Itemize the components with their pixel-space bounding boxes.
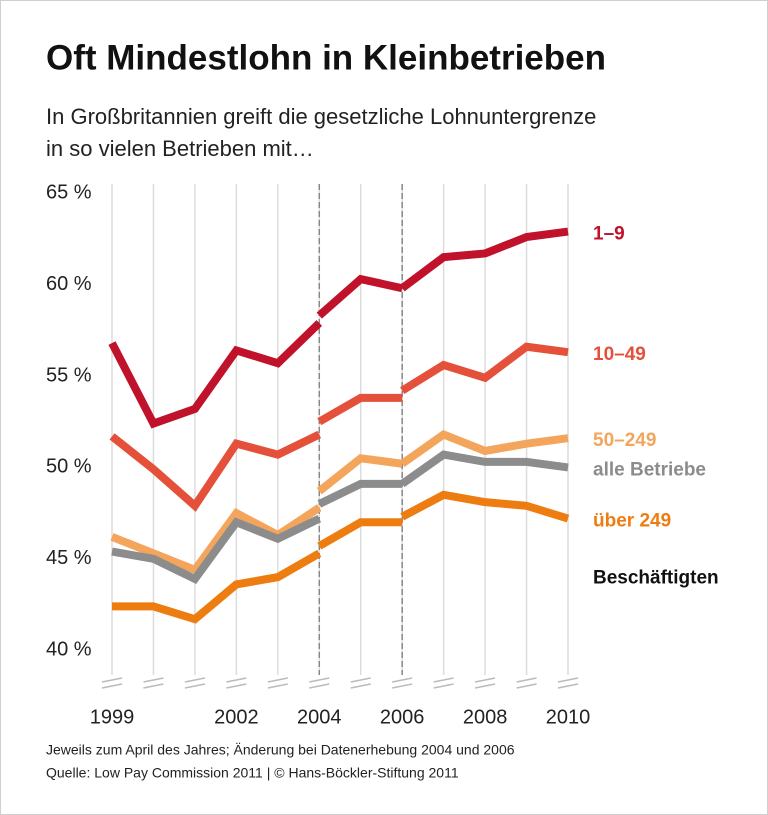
- y-tick-label: 65 %: [46, 181, 92, 203]
- axis-break: [557, 677, 579, 689]
- note: Jeweils zum April des Jahres; Änderung b…: [46, 742, 515, 758]
- y-tick-label: 40 %: [46, 639, 92, 661]
- legend-suffix: Beschäftigten: [593, 568, 719, 589]
- series-line: [110, 429, 569, 575]
- axis-break: [267, 677, 288, 689]
- axis-break: [350, 677, 371, 689]
- y-tick-label: 55 %: [46, 364, 92, 386]
- axis-break: [516, 677, 537, 689]
- x-tick-label: 2006: [380, 706, 425, 728]
- axis-break: [143, 677, 164, 689]
- legend-label: über 249: [593, 511, 671, 532]
- subtitle: In Großbritannien greift die gesetzliche…: [46, 104, 596, 129]
- series-line: [108, 227, 569, 429]
- axis-break: [474, 677, 496, 689]
- y-tick-label: 50 %: [46, 456, 92, 478]
- note: Quelle: Low Pay Commission 2011 | © Hans…: [46, 765, 459, 781]
- legend-label: alle Betriebe: [593, 459, 706, 480]
- chart-title: Oft Mindestlohn in Kleinbetrieben: [46, 38, 606, 77]
- series-line: [111, 450, 569, 585]
- y-tick-label: 45 %: [46, 547, 92, 569]
- axis-break: [101, 677, 123, 689]
- axis-break: [309, 677, 330, 689]
- x-tick-label: 2004: [297, 706, 342, 728]
- legend-label: 50–249: [593, 430, 656, 451]
- subtitle: in so vielen Betrieben mit…: [46, 136, 314, 161]
- legend-label: 1–9: [593, 224, 625, 245]
- axis-break: [184, 677, 206, 689]
- axis-break: [226, 677, 247, 689]
- legend-label: 10–49: [593, 344, 646, 365]
- x-tick-label: 2010: [546, 706, 591, 728]
- x-tick-label: 2008: [463, 706, 508, 728]
- axis-break: [392, 677, 413, 689]
- series-line: [112, 490, 570, 624]
- axis-break: [433, 677, 454, 689]
- x-tick-label: 1999: [90, 706, 135, 728]
- y-tick-label: 60 %: [46, 273, 92, 295]
- series-line: [109, 342, 569, 512]
- x-tick-label: 2002: [214, 706, 259, 728]
